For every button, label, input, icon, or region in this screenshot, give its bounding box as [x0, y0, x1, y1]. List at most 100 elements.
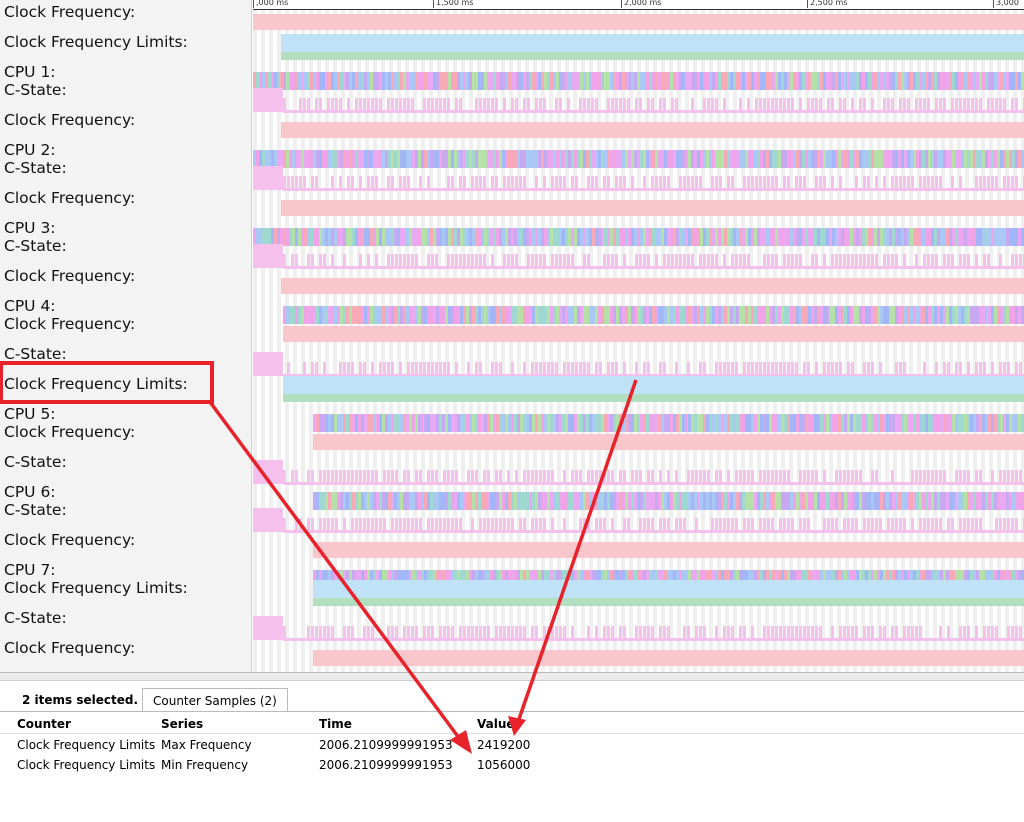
- cstate-slice: [947, 518, 950, 532]
- cpu-activity-slice: [613, 228, 616, 246]
- time-ruler[interactable]: ,000 ms1,500 ms2,000 ms2,500 ms3,000 ms: [253, 0, 1024, 10]
- cstate-slice: [903, 176, 906, 190]
- cstate-slice: [711, 254, 714, 268]
- cpu-activity-slice: [478, 570, 481, 588]
- column-time[interactable]: Time: [319, 717, 352, 731]
- cpu-activity-slice: [340, 306, 343, 324]
- cstate-slice: [371, 470, 374, 484]
- cpu-activity-slice: [733, 228, 736, 246]
- cpu-activity-slice: [895, 414, 898, 432]
- cstate-slice: [603, 518, 606, 532]
- cstate-slice: [811, 98, 814, 112]
- track-label[interactable]: C-State:: [4, 609, 67, 627]
- cpu-activity-slice: [676, 72, 679, 90]
- cpu-activity-slice: [916, 72, 919, 90]
- cpu-activity-slice: [646, 414, 649, 432]
- track-label[interactable]: Clock Frequency:: [4, 267, 136, 285]
- cstate-slice: [539, 518, 542, 532]
- cpu-activity-slice: [292, 306, 295, 324]
- track-label[interactable]: Clock Frequency Limits:: [4, 579, 188, 597]
- cstate-slice: [383, 470, 386, 484]
- cpu-activity-slice: [595, 72, 598, 90]
- cstate-slice: [719, 518, 722, 532]
- track-label[interactable]: Clock Frequency Limits:: [4, 33, 188, 51]
- column-value[interactable]: Value: [477, 717, 515, 731]
- cstate-slice: [563, 626, 566, 640]
- track-label[interactable]: CPU 4:: [4, 297, 56, 315]
- panel-splitter[interactable]: [0, 673, 1024, 681]
- cstate-slice: [747, 518, 750, 532]
- track-label[interactable]: Clock Frequency:: [4, 531, 136, 549]
- cstate-slice: [727, 470, 730, 484]
- cpu-activity-slice: [436, 492, 439, 510]
- track-label[interactable]: C-State:: [4, 159, 67, 177]
- column-counter[interactable]: Counter: [17, 717, 71, 731]
- track-label[interactable]: Clock Frequency:: [4, 3, 136, 21]
- cpu-activity-slice: [589, 72, 592, 90]
- cpu-activity-slice: [538, 72, 541, 90]
- track-label[interactable]: Clock Frequency:: [4, 315, 136, 333]
- track-label[interactable]: Clock Frequency Limits:: [4, 375, 188, 393]
- cpu-activity-slice: [937, 228, 940, 246]
- track-label[interactable]: C-State:: [4, 453, 67, 471]
- cstate-slice: [723, 362, 726, 376]
- cpu-activity-slice: [901, 570, 904, 588]
- cstate-slice: [387, 470, 390, 484]
- cpu-activity-slice: [367, 150, 370, 168]
- cpu-activity-slice: [928, 150, 931, 168]
- cstate-slice: [507, 176, 510, 190]
- cpu-activity-slice: [652, 492, 655, 510]
- cpu-activity-slice: [580, 150, 583, 168]
- column-series[interactable]: Series: [161, 717, 204, 731]
- track-label[interactable]: Clock Frequency:: [4, 639, 136, 657]
- cpu-activity-slice: [547, 306, 550, 324]
- cstate-slice: [899, 362, 902, 376]
- cpu-activity-slice: [286, 72, 289, 90]
- track-label[interactable]: CPU 5:: [4, 405, 56, 423]
- cstate-slice: [387, 254, 390, 268]
- track-label[interactable]: CPU 2:: [4, 141, 56, 159]
- cstate-slice: [787, 176, 790, 190]
- cpu-activity-slice: [676, 570, 679, 588]
- cstate-slice: [739, 254, 742, 268]
- cpu-activity-slice: [724, 414, 727, 432]
- track-label[interactable]: C-State:: [4, 81, 67, 99]
- cpu-activity-slice: [550, 228, 553, 246]
- cpu-activity-slice: [751, 492, 754, 510]
- track-label[interactable]: Clock Frequency:: [4, 111, 136, 129]
- cstate-slice: [571, 470, 574, 484]
- cpu-activity-slice: [454, 414, 457, 432]
- cstate-slice: [815, 98, 818, 112]
- cpu-activity-slice: [655, 570, 658, 588]
- cpu-activity-slice: [589, 150, 592, 168]
- track-label[interactable]: C-State:: [4, 237, 67, 255]
- track-label[interactable]: CPU 6:: [4, 483, 56, 501]
- track-label[interactable]: Clock Frequency:: [4, 423, 136, 441]
- cstate-slice: [587, 362, 590, 376]
- cpu-activity-slice: [382, 414, 385, 432]
- cstate-slice: [311, 470, 314, 484]
- cpu-activity-slice: [484, 570, 487, 588]
- track-label[interactable]: C-State:: [4, 345, 67, 363]
- track-label[interactable]: CPU 1:: [4, 63, 56, 81]
- track-label[interactable]: C-State:: [4, 501, 67, 519]
- cpu-activity-slice: [904, 414, 907, 432]
- cpu-activity-slice: [361, 414, 364, 432]
- cpu-activity-slice: [844, 228, 847, 246]
- cpu-activity-slice: [556, 414, 559, 432]
- track-label[interactable]: Clock Frequency:: [4, 189, 136, 207]
- cpu-activity-slice: [583, 492, 586, 510]
- cpu-activity-slice: [724, 306, 727, 324]
- cpu-activity-slice: [1015, 414, 1018, 432]
- cstate-slice: [323, 470, 326, 484]
- cpu-activity-slice: [658, 72, 661, 90]
- track-label[interactable]: CPU 3:: [4, 219, 56, 237]
- timeline-tracks[interactable]: [253, 10, 1024, 672]
- tab-counter-samples[interactable]: Counter Samples (2): [142, 688, 288, 712]
- track-label[interactable]: CPU 7:: [4, 561, 56, 579]
- cpu-activity-slice: [853, 72, 856, 90]
- cpu-activity-slice: [571, 72, 574, 90]
- cstate-slice: [687, 626, 690, 640]
- cstate-slice: [691, 176, 694, 190]
- cpu-activity-slice: [448, 414, 451, 432]
